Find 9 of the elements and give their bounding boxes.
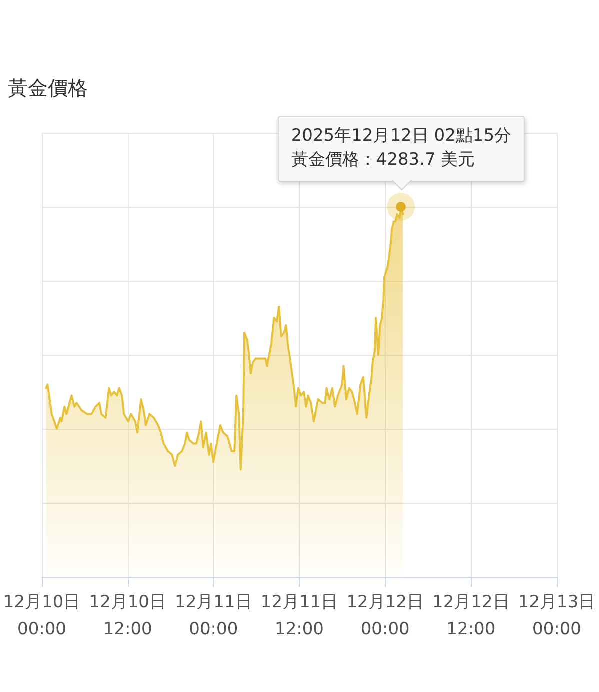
x-tick-label: 12月10日 00:00 (3, 592, 81, 640)
x-tick-label: 12月11日 00:00 (175, 592, 252, 640)
x-tick-label: 12月10日 12:00 (89, 592, 166, 640)
x-tick-label: 12月13日 00:00 (518, 592, 596, 640)
x-tick-label: 12月12日 12:00 (432, 592, 510, 640)
x-tick-label: 12月12日 00:00 (346, 592, 424, 640)
chart-title: 黃金價格 (8, 76, 88, 100)
x-tick-label: 12月11日 12:00 (260, 592, 338, 640)
annotation: 黃金價格：4283.7 美元 (291, 149, 476, 172)
